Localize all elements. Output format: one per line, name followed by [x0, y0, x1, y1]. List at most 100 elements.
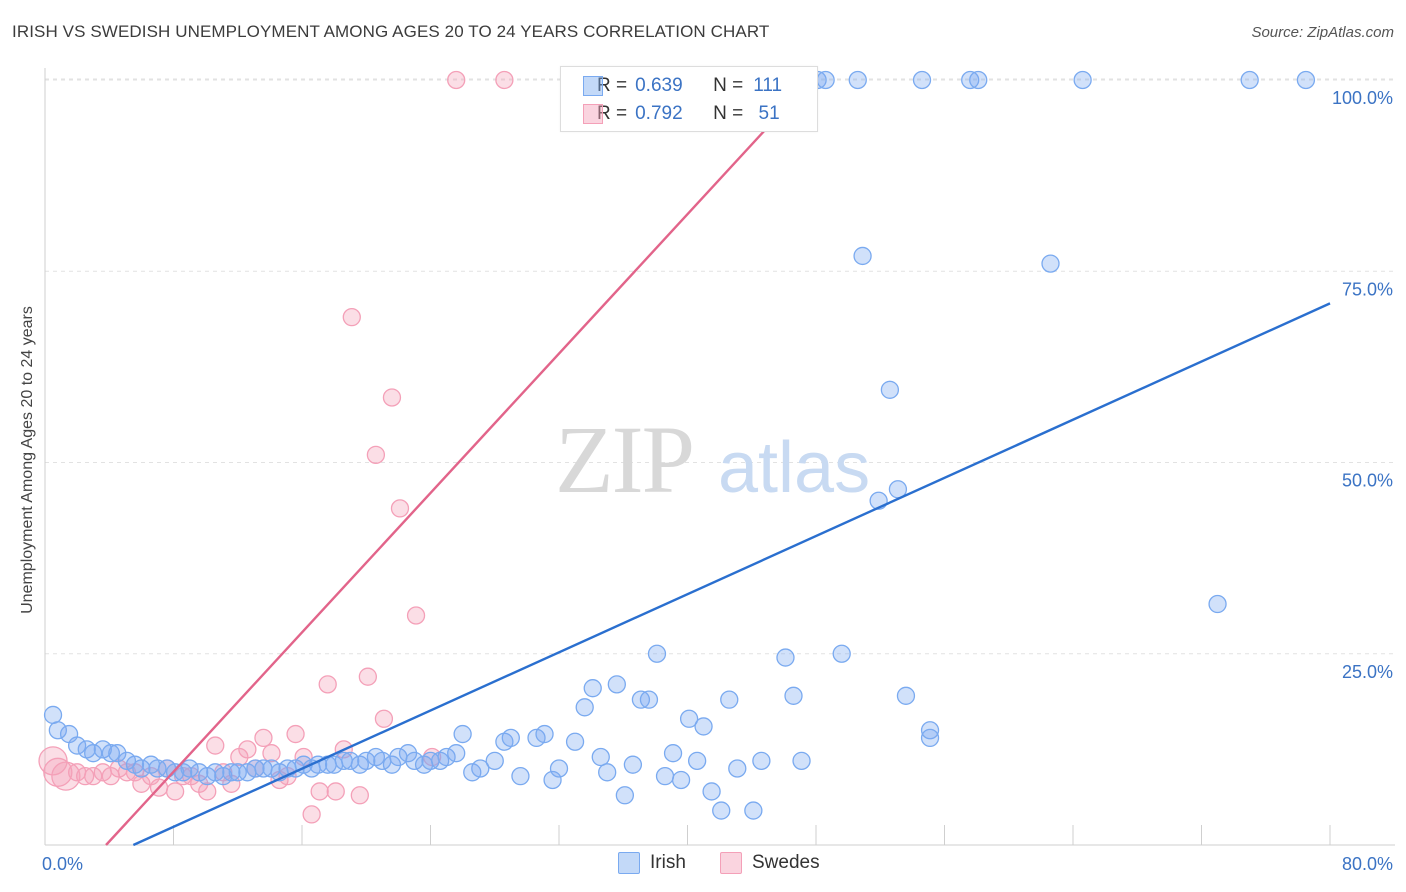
data-point-swedes — [198, 782, 217, 801]
axes — [44, 68, 1395, 846]
data-point-irish — [471, 759, 490, 778]
data-point-irish — [48, 721, 67, 740]
data-point-irish — [148, 759, 167, 778]
data-point-irish — [108, 744, 127, 763]
tick-labels: 0.0% 80.0% 25.0% 50.0% 75.0% 100.0% — [42, 88, 1393, 874]
data-point-swedes — [38, 746, 68, 776]
data-point-irish — [447, 744, 466, 763]
series-legend: Irish Swedes — [0, 852, 1406, 878]
data-point-irish — [647, 644, 667, 663]
data-point-irish — [357, 751, 376, 770]
data-point-irish — [437, 747, 456, 767]
watermark-zip: ZIP — [555, 406, 693, 513]
chart-source: Source: ZipAtlas.com — [1251, 24, 1394, 41]
legend-n-label-swedes: N = — [713, 103, 744, 124]
data-point-irish — [880, 380, 900, 399]
data-point-irish — [180, 759, 199, 778]
x-tick-label-min: 0.0% — [42, 854, 83, 874]
data-point-swedes — [43, 757, 73, 787]
series-irish-points — [43, 70, 1316, 820]
data-point-swedes — [238, 740, 257, 759]
data-point-irish — [583, 679, 602, 698]
data-point-irish — [228, 763, 247, 782]
data-point-swedes — [206, 736, 225, 755]
data-point-swedes — [302, 805, 321, 824]
data-point-irish — [598, 763, 617, 782]
data-point-swedes — [374, 709, 394, 728]
data-point-irish — [511, 767, 530, 786]
data-point-swedes — [51, 761, 81, 791]
data-point-irish — [832, 644, 851, 663]
data-point-irish — [1073, 70, 1092, 90]
data-point-irish — [920, 721, 940, 740]
y-tick-label-25: 25.0% — [1342, 662, 1393, 682]
data-point-swedes — [350, 786, 369, 805]
trend-line-swedes — [105, 79, 813, 846]
data-point-irish — [912, 70, 932, 90]
data-point-irish — [728, 759, 747, 778]
data-point-swedes — [286, 724, 305, 744]
data-point-swedes — [382, 388, 402, 407]
data-point-irish — [565, 732, 585, 751]
legend-label-irish: Irish — [650, 852, 686, 873]
legend-swatch-irish — [583, 76, 603, 96]
data-point-irish — [848, 70, 867, 90]
data-point-irish — [43, 705, 63, 725]
data-point-irish — [222, 763, 241, 782]
data-point-irish — [607, 675, 626, 694]
data-point-swedes — [132, 774, 151, 793]
data-point-irish — [132, 759, 151, 778]
data-point-irish — [744, 801, 763, 820]
data-point-irish — [720, 690, 739, 709]
data-point-swedes — [254, 728, 273, 748]
data-point-swedes — [318, 675, 337, 694]
data-point-swedes — [310, 782, 329, 801]
data-point-irish — [485, 751, 504, 770]
data-point-irish — [694, 717, 713, 736]
data-point-irish — [792, 751, 811, 770]
legend-n-label-irish: N = — [713, 75, 744, 96]
data-point-irish — [853, 246, 872, 266]
legend-item-swedes[interactable]: Swedes — [720, 852, 820, 874]
data-point-irish — [655, 767, 675, 786]
data-point-irish — [1240, 70, 1259, 90]
data-point-irish — [623, 755, 643, 774]
trend-lines — [105, 79, 1331, 847]
data-point-irish — [341, 751, 360, 770]
data-point-irish — [67, 736, 87, 755]
legend-r-value-swedes: 0.792 — [635, 103, 683, 124]
legend-r-label-irish: R = — [597, 75, 628, 96]
data-point-irish — [543, 770, 562, 790]
data-point-swedes — [447, 70, 466, 90]
data-point-irish — [405, 751, 424, 770]
data-point-swedes — [406, 606, 426, 625]
data-point-irish — [639, 690, 659, 709]
data-point-swedes — [165, 782, 185, 801]
data-point-irish — [663, 744, 683, 763]
legend-r-label-swedes: R = — [597, 103, 628, 124]
y-tick-label-75: 75.0% — [1342, 279, 1393, 299]
data-point-irish — [671, 770, 691, 790]
legend-r-value-irish: 0.639 — [635, 75, 683, 96]
y-tick-label-100: 100.0% — [1332, 88, 1393, 108]
data-point-irish — [969, 70, 988, 90]
data-point-irish — [712, 801, 731, 820]
data-point-irish — [776, 648, 795, 667]
x-tick-label-max: 80.0% — [1342, 854, 1393, 874]
data-point-swedes — [342, 307, 361, 327]
watermark-atlas: atlas — [718, 428, 870, 508]
data-point-irish — [1208, 594, 1227, 614]
data-point-swedes — [390, 499, 410, 518]
data-point-irish — [687, 751, 707, 770]
legend-row-swedes: R = 0.792 N = 51 — [583, 99, 780, 129]
data-point-irish — [1041, 254, 1060, 273]
chart-title: IRISH VS SWEDISH UNEMPLOYMENT AMONG AGES… — [12, 22, 770, 41]
data-point-swedes — [84, 767, 103, 786]
legend-item-irish[interactable]: Irish — [618, 852, 686, 874]
data-point-irish — [591, 747, 610, 767]
legend-swatch-swedes-bottom — [720, 852, 742, 874]
data-point-irish — [549, 759, 569, 778]
data-point-irish — [101, 744, 121, 763]
data-point-irish — [679, 709, 699, 728]
data-point-irish — [501, 728, 520, 748]
